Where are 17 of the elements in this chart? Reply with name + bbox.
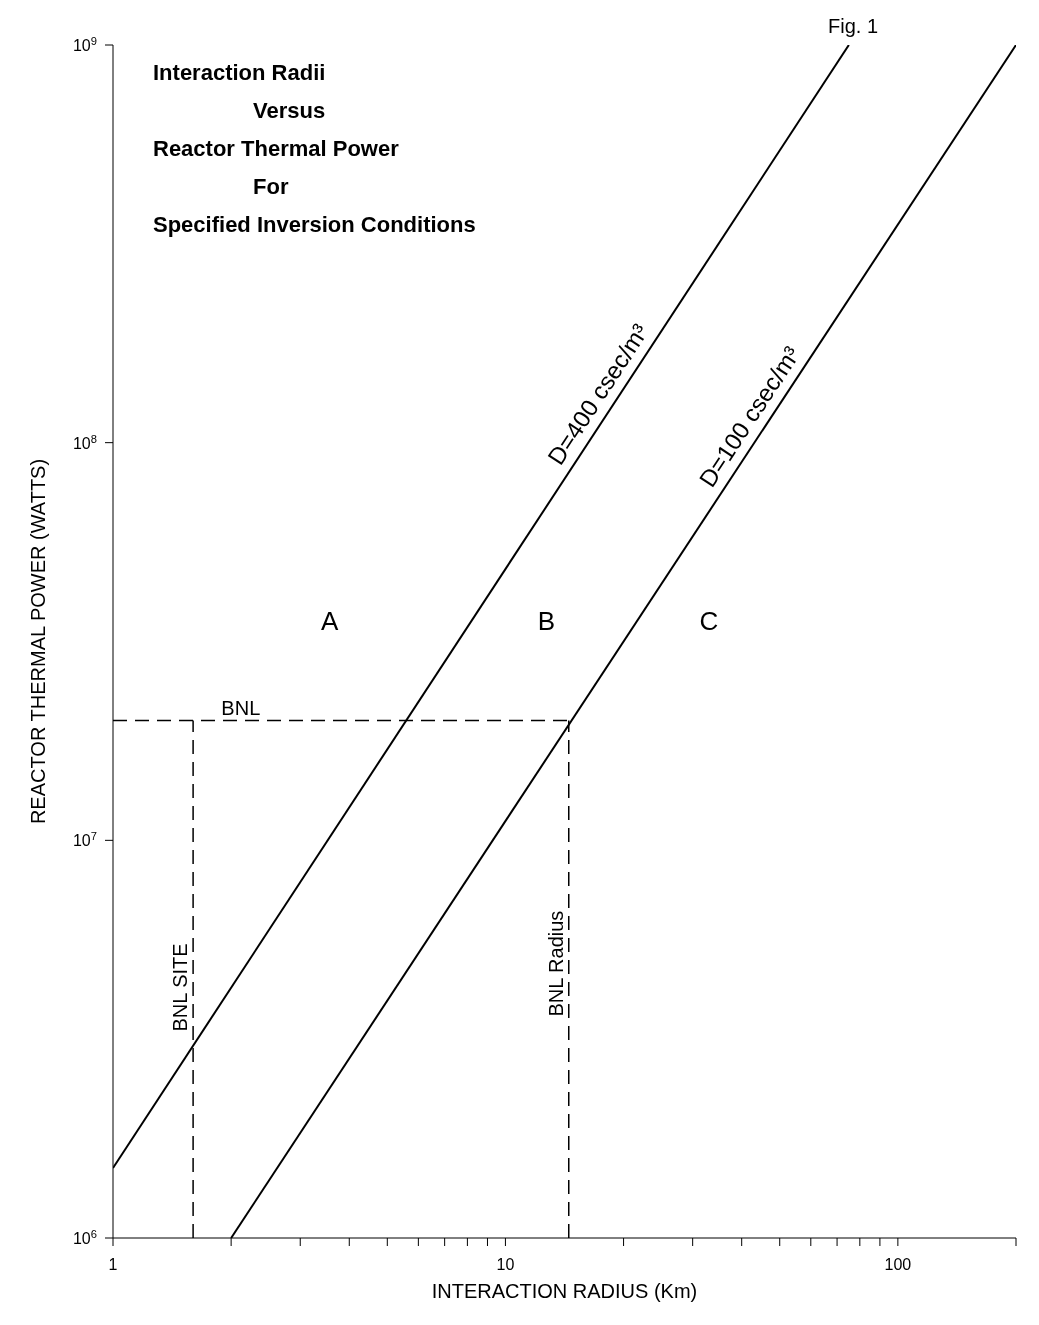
x-tick-label: 100: [884, 1256, 912, 1273]
x-tick-label: 1: [108, 1256, 118, 1273]
annotation: B: [537, 605, 556, 636]
ref-line-label: BNL: [221, 696, 261, 719]
x-axis-title: INTERACTION RADIUS (Km): [431, 1280, 698, 1302]
caption: Fig. 1: [828, 15, 879, 37]
annotation: A: [321, 605, 340, 636]
text: Interaction Radii Versus Reactor Thermal Power For Specified Inversion Conditions: [153, 60, 476, 237]
ref-line-label: BNL Radius: [544, 910, 567, 1017]
annotation: C: [699, 605, 719, 636]
x-tick-label: 10: [496, 1256, 515, 1273]
y-tick-label: 10$^{9}$: [72, 35, 97, 54]
y-tick-label: 10$^{6}$: [72, 1228, 97, 1247]
y-tick-label: 10$^{8}$: [72, 432, 97, 452]
ref-line-label: BNL SITE: [169, 943, 192, 1032]
y-tick-label: 10$^{7}$: [72, 830, 97, 850]
y-axis-title: REACTOR THERMAL POWER (WATTS): [27, 458, 50, 825]
